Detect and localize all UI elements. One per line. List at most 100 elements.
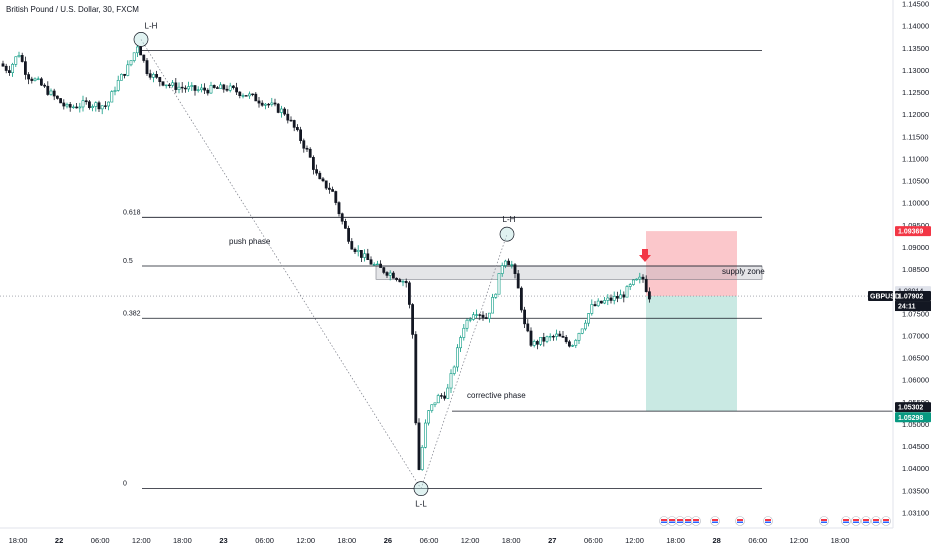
- push-phase-line: [140, 39, 422, 489]
- x-tick-label: 22: [55, 536, 63, 545]
- candle-body: [340, 213, 344, 222]
- candle-body: [449, 373, 453, 389]
- candle-body: [443, 395, 447, 399]
- candle-body: [561, 335, 565, 338]
- countdown-label: 24:11: [898, 304, 916, 311]
- candle-body: [395, 277, 399, 280]
- event-flag-stripe: [853, 521, 859, 523]
- candle-body: [251, 93, 255, 96]
- event-flag-stripe: [685, 521, 691, 523]
- candle-body: [81, 100, 85, 108]
- candle-body: [295, 127, 299, 131]
- candle-body: [292, 120, 296, 128]
- x-tick-label: 12:00: [625, 536, 644, 545]
- candle-body: [647, 291, 651, 300]
- candle-body: [49, 90, 53, 95]
- corrective-phase-line: [420, 234, 508, 489]
- y-tick-label: 1.03500: [902, 486, 929, 495]
- event-flag-stripe: [693, 519, 699, 521]
- candle-body: [414, 334, 418, 424]
- x-tick-label: 12:00: [296, 536, 315, 545]
- event-flag-stripe: [853, 519, 859, 521]
- candle-body: [491, 297, 495, 314]
- candle-body: [439, 395, 443, 397]
- candle-body: [27, 74, 31, 80]
- candle-body: [526, 323, 530, 332]
- candle-body: [510, 264, 514, 266]
- candle-body: [142, 54, 146, 61]
- candle-body: [14, 56, 18, 65]
- candle-body: [270, 102, 274, 105]
- lh-mid-circle: [499, 226, 515, 242]
- candle-body: [497, 273, 501, 295]
- candle-body: [180, 86, 184, 89]
- candle-body: [126, 64, 130, 76]
- price-tag: [895, 412, 931, 423]
- candle-body: [241, 95, 245, 97]
- candle-body: [206, 89, 210, 94]
- candle-body: [644, 278, 648, 292]
- ll-circle: [413, 481, 429, 497]
- candle-body: [228, 85, 232, 91]
- event-flag-stripe: [685, 519, 691, 521]
- y-tick-label: 1.11500: [902, 132, 929, 141]
- candle-body: [411, 304, 415, 335]
- candle-body: [136, 46, 139, 54]
- candle-body: [619, 294, 623, 299]
- candle-body: [641, 276, 645, 280]
- candle-body: [471, 314, 475, 320]
- candle-body: [283, 108, 287, 115]
- event-flag-stripe: [712, 521, 718, 523]
- candle-body: [343, 220, 347, 229]
- candle-body: [184, 87, 187, 90]
- candle-body: [462, 327, 466, 338]
- candle-body: [382, 267, 386, 273]
- x-tick-label: 12:00: [461, 536, 480, 545]
- y-tick-label: 1.14500: [902, 0, 929, 9]
- x-tick-label: 06:00: [255, 536, 274, 545]
- y-tick-label: 1.06500: [902, 354, 929, 363]
- candle-body: [174, 82, 178, 90]
- candle-body: [72, 106, 75, 109]
- candle-body: [363, 253, 367, 258]
- y-tick-label: 1.10000: [902, 199, 929, 208]
- candle-body: [36, 78, 40, 80]
- candle-body: [551, 335, 555, 338]
- ll-label: L-L: [415, 500, 427, 509]
- candle-body: [321, 178, 325, 182]
- candle-body: [113, 90, 117, 92]
- candle-body: [62, 102, 66, 107]
- y-tick-label: 1.03100: [902, 509, 929, 518]
- candle-body: [535, 341, 539, 345]
- candle-body: [539, 337, 543, 345]
- x-tick-label: 06:00: [91, 536, 110, 545]
- candle-body: [347, 228, 351, 242]
- candle-body: [267, 103, 271, 106]
- take-profit-zone: [646, 296, 737, 412]
- candle-body: [190, 85, 194, 87]
- push-phase-label: push phase: [229, 237, 271, 246]
- candle-body: [193, 85, 197, 91]
- y-tick-label: 1.13000: [902, 66, 929, 75]
- candle-body: [359, 250, 363, 258]
- candle-body: [564, 337, 568, 343]
- candle-body: [273, 102, 277, 105]
- fib-level-label: 0: [123, 481, 127, 488]
- y-tick-label: 1.06000: [902, 376, 929, 385]
- candle-body: [503, 260, 507, 266]
- candle-body: [532, 341, 536, 346]
- candle-body: [145, 60, 149, 74]
- candle-body: [155, 74, 159, 78]
- candle-body: [30, 78, 34, 81]
- x-tick-label: 12:00: [790, 536, 809, 545]
- price-tag: [895, 226, 931, 237]
- candle-body: [39, 78, 43, 86]
- event-flag-stripe: [737, 521, 743, 523]
- candle-body: [459, 337, 463, 349]
- candle-body: [555, 333, 559, 337]
- candle-body: [603, 300, 607, 304]
- candle-body: [23, 61, 27, 75]
- candle-body: [407, 282, 411, 305]
- candle-body: [299, 129, 303, 141]
